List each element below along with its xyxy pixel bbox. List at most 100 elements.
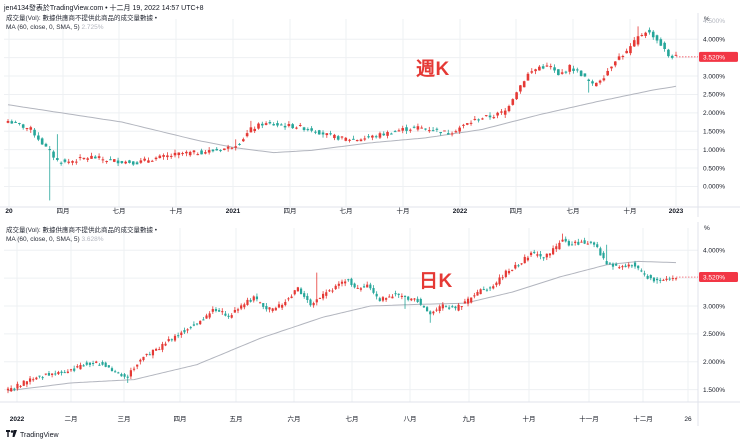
x-tick-label: 九月: [463, 414, 476, 423]
candle-body: [107, 365, 110, 368]
candle-body: [479, 289, 482, 295]
candle-body: [347, 279, 350, 281]
candle-body: [291, 124, 294, 129]
candle-body: [234, 146, 238, 148]
candle-body: [69, 369, 73, 371]
x-tick-label: 七月: [113, 206, 126, 215]
candle-body: [438, 306, 441, 312]
candle-body: [454, 131, 458, 133]
candle-body: [610, 66, 613, 69]
candle-body: [116, 160, 120, 164]
daily-chart-svg[interactable]: %1.500%2.000%2.500%3.000%3.500%4.000%202…: [0, 222, 740, 426]
candle-body: [25, 128, 29, 130]
candle-body: [674, 278, 678, 280]
daily-ma-label: MA (60, close, 0, SMA, 5): [6, 236, 80, 243]
candle-body: [621, 56, 625, 58]
candle-body: [249, 127, 253, 133]
candle-body: [264, 123, 268, 125]
candle-body: [652, 277, 656, 282]
candle-body: [454, 306, 457, 309]
candle-body: [10, 121, 14, 124]
candle-body: [40, 138, 44, 145]
candle-body: [325, 133, 329, 136]
candle-body: [139, 359, 142, 362]
candle-body: [498, 277, 501, 285]
candle-body: [629, 46, 632, 54]
candle-body: [504, 270, 507, 277]
candle-body: [336, 136, 340, 140]
candle-body: [348, 139, 351, 141]
candle-body: [469, 122, 473, 124]
candle-body: [22, 380, 25, 386]
candle-body: [553, 67, 556, 71]
candle-body: [448, 307, 451, 309]
candle-body: [129, 370, 132, 377]
candle-body: [344, 281, 347, 284]
candle-body: [674, 54, 678, 56]
candle-body: [444, 306, 448, 308]
candle-body: [167, 339, 170, 342]
candle-body: [598, 80, 602, 83]
candle-body: [340, 281, 344, 284]
candle-body: [205, 315, 208, 319]
candle-body: [242, 139, 245, 142]
candle-body: [488, 115, 492, 118]
candle-body: [14, 121, 17, 123]
candle-body: [85, 362, 88, 365]
daily-ma-value: 3.628%: [81, 236, 104, 243]
candle-body: [519, 85, 522, 92]
daily-chart-pane[interactable]: %1.500%2.000%2.500%3.000%3.500%4.000%202…: [0, 222, 740, 426]
candle-body: [315, 299, 318, 303]
candle-body: [136, 364, 139, 367]
candle-body: [290, 296, 293, 299]
candle-body: [173, 335, 177, 341]
candle-body: [618, 267, 621, 269]
x-tick-label: 三月: [118, 415, 131, 423]
candle-body: [667, 49, 670, 57]
candle-body: [48, 149, 52, 151]
x-tick-label: 十二月: [633, 414, 653, 423]
candle-body: [268, 122, 272, 124]
weekly-chart-pane[interactable]: % 0.000% 0.500% 1.000% 1.500% 2.000% 2.500% 3.0…: [0, 13, 740, 217]
candle-body: [162, 155, 165, 157]
candle-body: [317, 130, 321, 135]
candle-body: [181, 153, 184, 155]
candle-body: [82, 157, 86, 159]
candle-body: [32, 379, 35, 381]
candle-body: [557, 69, 560, 76]
last-price-badge: [699, 272, 738, 283]
candle-body: [391, 296, 394, 299]
x-tick-label: 十一月: [579, 414, 599, 423]
y-tick-label: 0.500%: [703, 165, 725, 172]
candle-body: [548, 253, 552, 256]
candle-body: [51, 373, 54, 375]
candle-body: [158, 349, 161, 351]
candle-body: [466, 298, 470, 304]
candle-body: [485, 289, 489, 291]
candle-body: [367, 136, 370, 138]
candle-body: [665, 278, 668, 280]
candle-body: [306, 129, 310, 131]
candle-body: [549, 66, 553, 68]
candle-body: [124, 161, 127, 164]
candle-body: [192, 150, 196, 153]
candle-body: [6, 120, 10, 123]
candle-body: [564, 238, 567, 242]
candle-body: [413, 298, 416, 300]
footer-brand-text: TradingView: [20, 432, 59, 439]
candle-body: [663, 42, 666, 49]
candle-body: [427, 130, 431, 132]
candle-body: [441, 304, 444, 309]
candle-body: [576, 69, 579, 71]
candle-body: [583, 73, 587, 77]
weekly-chart-svg[interactable]: % 0.000% 0.500% 1.000% 1.500% 2.000% 2.500% 3.0…: [0, 13, 740, 217]
footer-brand[interactable]: TradingView: [6, 430, 59, 439]
candle-body: [33, 129, 36, 136]
candle-body: [382, 133, 386, 136]
candle-body: [19, 385, 22, 387]
candle-body: [97, 156, 101, 158]
price-axis-unit: %: [704, 16, 710, 23]
ma-line: [7, 260, 677, 392]
candle-body: [154, 348, 158, 351]
candle-body: [223, 148, 226, 151]
